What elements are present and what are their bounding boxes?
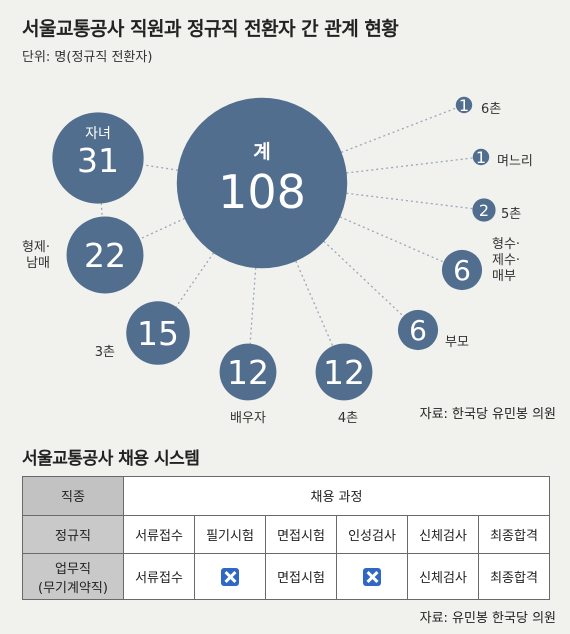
row-label-line: 업무직 bbox=[55, 561, 91, 577]
bubble-label: 배우자 bbox=[230, 411, 266, 426]
bubble bbox=[397, 309, 439, 351]
bubble-value: 2 bbox=[479, 201, 489, 220]
table-cell: 최종합격 bbox=[478, 514, 550, 554]
bubble-total bbox=[176, 97, 348, 269]
bubble-value: 1 bbox=[476, 148, 486, 167]
hiring-table: 직종 채용 과정 정규직 서류접수 필기시험 면접시험 인성검사 신체검사 최종… bbox=[22, 476, 550, 600]
row-label-line: (무기계약직) bbox=[38, 580, 108, 596]
bubble bbox=[66, 216, 144, 294]
bubble-label: 3촌 bbox=[95, 345, 115, 360]
bubble-label: 4촌 bbox=[338, 411, 358, 426]
bubble bbox=[126, 301, 190, 365]
header-job-type: 직종 bbox=[22, 476, 124, 516]
bubble-value: 22 bbox=[84, 236, 126, 275]
source-note: 자료: 유민봉 한국당 의원 bbox=[419, 611, 556, 626]
bubble-label: 부모 bbox=[445, 335, 469, 350]
header-process: 채용 과정 bbox=[123, 476, 550, 516]
unit-label: 단위: 명(정규직 전환자) bbox=[22, 50, 153, 65]
bubble-label: 6촌 bbox=[481, 102, 501, 117]
bubble-value: 12 bbox=[227, 353, 269, 392]
bubble-label: 남매 bbox=[26, 256, 50, 271]
row-label-contract: 업무직 (무기계약직) bbox=[22, 553, 124, 600]
table-cell: 최종합격 bbox=[478, 553, 550, 600]
bubble bbox=[472, 148, 490, 166]
bubble-label: 제수· bbox=[492, 253, 520, 268]
table-title: 서울교통공사 채용 시스템 bbox=[22, 449, 200, 469]
bubble-total-value: 108 bbox=[218, 165, 306, 219]
table-header-row: 직종 채용 과정 bbox=[22, 476, 550, 516]
x-icon bbox=[363, 567, 381, 586]
bubble-total-label: 계 bbox=[253, 141, 270, 163]
table-cell: 면접시험 bbox=[265, 514, 337, 554]
bubble bbox=[315, 343, 373, 401]
connector-line bbox=[261, 182, 485, 211]
connector-line bbox=[261, 182, 345, 373]
table-cell: 서류접수 bbox=[123, 553, 195, 600]
bubble bbox=[472, 198, 496, 222]
x-icon bbox=[221, 567, 239, 586]
bubble-value: 15 bbox=[137, 314, 179, 353]
table-cell: 신체검사 bbox=[407, 553, 479, 600]
bubble-label: 5촌 bbox=[501, 207, 521, 222]
connector-line bbox=[104, 182, 263, 256]
bubble-label: 자녀 bbox=[85, 126, 111, 142]
table-cell: 필기시험 bbox=[194, 514, 266, 554]
bubble-value: 6 bbox=[453, 254, 471, 287]
bubble-label: 매부 bbox=[492, 269, 516, 284]
chart-title: 서울교통공사 직원과 정규직 전환자 간 관계 현황 bbox=[22, 18, 399, 40]
row-label-regular: 정규직 bbox=[22, 514, 124, 554]
table-cell: 인성검사 bbox=[336, 514, 408, 554]
table-row: 업무직 (무기계약직) 서류접수 면접시험 신체검사 최종합격 bbox=[22, 553, 550, 600]
table-cell: 서류접수 bbox=[123, 514, 195, 554]
bubble bbox=[441, 249, 483, 291]
table-cell: 신체검사 bbox=[407, 514, 479, 554]
source-note: 자료: 한국당 유민봉 의원 bbox=[419, 407, 556, 422]
bubble-value: 1 bbox=[459, 96, 469, 115]
bubble-label: 형수· bbox=[492, 237, 520, 252]
table-row: 정규직 서류접수 필기시험 면접시험 인성검사 신체검사 최종합격 bbox=[22, 514, 550, 554]
bubble bbox=[455, 96, 473, 114]
bubble bbox=[52, 112, 144, 204]
bubble-label: 며느리 bbox=[497, 154, 533, 169]
table-cell bbox=[336, 553, 408, 600]
bubble-value: 6 bbox=[409, 314, 427, 347]
bubble-value: 31 bbox=[77, 141, 119, 180]
bubble-value: 12 bbox=[323, 353, 365, 392]
table-cell: 면접시험 bbox=[265, 553, 337, 600]
table-cell bbox=[194, 553, 266, 600]
bubble-label: 형제· bbox=[22, 240, 50, 255]
bubble bbox=[219, 343, 277, 401]
